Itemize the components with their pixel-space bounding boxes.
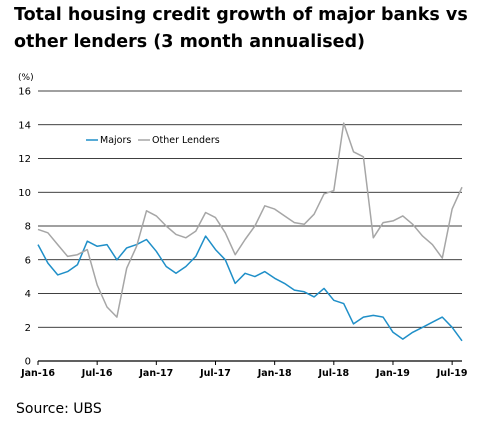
x-tick-label: Jul-18 bbox=[317, 368, 349, 379]
x-tick-label: Jul-17 bbox=[199, 368, 231, 379]
y-tick-label: 0 bbox=[25, 357, 31, 368]
chart-title: Total housing credit growth of major ban… bbox=[14, 5, 468, 52]
y-tick-label: 2 bbox=[25, 323, 31, 334]
x-tick-label: Jul-19 bbox=[436, 368, 468, 379]
x-tick-label: Jan-17 bbox=[138, 368, 173, 379]
y-tick-label: 10 bbox=[18, 188, 31, 199]
y-tick-label: 6 bbox=[25, 255, 31, 266]
series-line-1 bbox=[37, 122, 463, 318]
legend-label: Other Lenders bbox=[152, 135, 220, 146]
y-tick-label: 8 bbox=[25, 222, 31, 233]
x-tick-label: Jan-18 bbox=[257, 368, 292, 379]
y-unit-label: (%) bbox=[18, 73, 34, 83]
y-tick-label: 14 bbox=[18, 120, 31, 131]
source-note: Source: UBS bbox=[16, 401, 102, 417]
gridlines bbox=[38, 90, 462, 362]
legend-label: Majors bbox=[100, 135, 131, 146]
y-axis-ticks: 0 2 4 6 8 10 12 14 16 bbox=[18, 87, 31, 368]
x-tick-label: Jul-16 bbox=[81, 368, 113, 379]
y-tick-label: 12 bbox=[18, 154, 31, 165]
series-line-0 bbox=[37, 235, 463, 342]
x-tick-label: Jan-16 bbox=[20, 368, 55, 379]
series-lines bbox=[37, 122, 463, 342]
x-tick-label: Jan-19 bbox=[375, 368, 410, 379]
y-tick-label: 16 bbox=[18, 87, 31, 98]
x-axis-ticks: Jan-16 Jul-16 Jan-17 Jul-17 Jan-18 Jul-18 Jan-… bbox=[20, 361, 467, 379]
legend: Majors Other Lenders bbox=[86, 135, 220, 146]
y-tick-label: 4 bbox=[25, 289, 31, 300]
